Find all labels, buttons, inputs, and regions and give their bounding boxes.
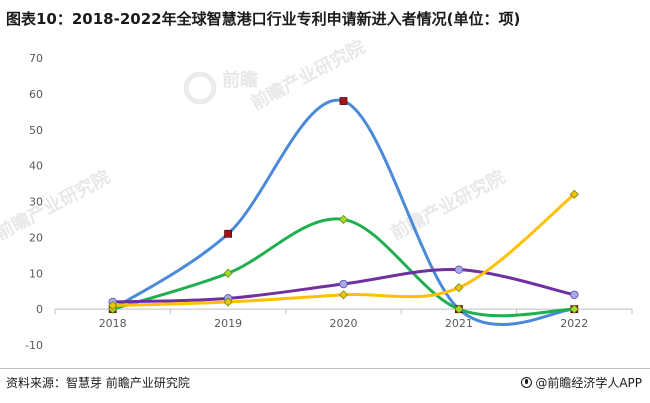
- y-tick-label: 20: [29, 231, 43, 244]
- y-tick-label: 60: [29, 88, 43, 101]
- watermark-text-top: 前瞻产业研究院: [247, 36, 369, 115]
- data-point: [569, 189, 579, 199]
- x-tick-label: 2018: [99, 317, 127, 330]
- x-tick-label: 2019: [214, 317, 242, 330]
- series-layer: [108, 97, 579, 327]
- brand-credit-text: @前瞻经济学人APP: [535, 376, 642, 390]
- footer-divider: [0, 368, 650, 369]
- y-tick-label: 30: [29, 196, 43, 209]
- y-tick-label: 70: [29, 52, 43, 65]
- watermark-logo: 前瞻: [183, 69, 258, 105]
- data-point: [223, 297, 233, 307]
- line-chart: 前瞻 前瞻产业研究院 前瞻产业研究院 前瞻产业研究院 -10 0 10 20 30 40 5…: [0, 36, 633, 352]
- brand-logo-icon: [521, 377, 533, 388]
- data-point: [454, 304, 464, 314]
- brand-credit: @前瞻经济学人APP: [521, 374, 642, 391]
- chart-title: 图表10：2018-2022年全球智慧港口行业专利申请新进入者情况(单位：项): [6, 10, 521, 28]
- y-axis: -10 0 10 20 30 40 50 60 70: [25, 52, 43, 352]
- x-tick-label: 2020: [330, 317, 358, 330]
- x-tick-label: 2022: [560, 317, 588, 330]
- y-tick-label: 0: [36, 303, 43, 316]
- y-tick-label: 50: [29, 124, 43, 137]
- data-point: [569, 304, 579, 314]
- data-point: [338, 214, 349, 225]
- y-tick-label: -10: [25, 339, 43, 352]
- data-point: [108, 300, 118, 311]
- data-point: [339, 279, 348, 289]
- watermark-group: 前瞻 前瞻产业研究院 前瞻产业研究院 前瞻产业研究院: [0, 36, 509, 245]
- data-point: [338, 290, 349, 300]
- data-point: [454, 265, 464, 274]
- x-tick-label: 2021: [445, 317, 473, 330]
- data-point: [339, 97, 348, 105]
- watermark-logo-text: 前瞻: [222, 69, 258, 91]
- y-tick-label: 10: [29, 267, 43, 280]
- y-tick-label: 40: [29, 160, 43, 173]
- x-axis: 2018 2019 2020 2021 2022: [54, 308, 633, 330]
- data-point: [224, 229, 233, 238]
- source-note: 资料来源：智慧芽 前瞻产业研究院: [6, 376, 190, 390]
- series-2: [108, 265, 579, 307]
- data-point: [223, 268, 233, 278]
- watermark-text-left: 前瞻产业研究院: [0, 166, 114, 245]
- data-point: [454, 283, 464, 293]
- series-3: [108, 189, 579, 311]
- data-point: [570, 290, 579, 299]
